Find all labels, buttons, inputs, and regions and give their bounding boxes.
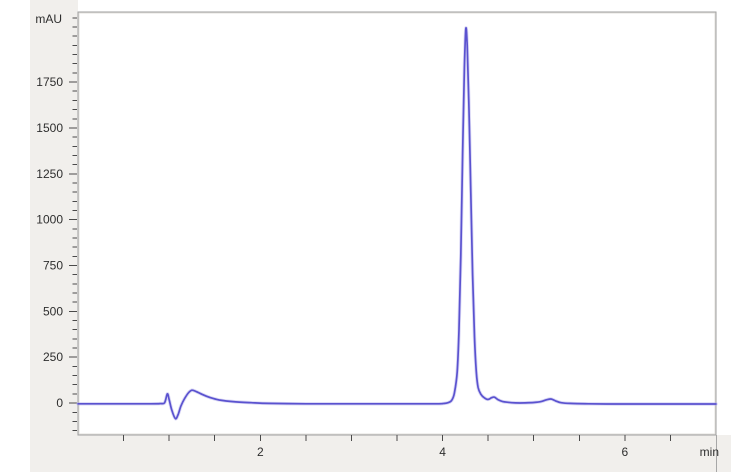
x-tick-label: 4 [439, 445, 446, 459]
y-tick-label: 250 [43, 350, 63, 364]
axis-margin-left [30, 0, 78, 472]
y-tick-label: 1250 [36, 167, 63, 181]
y-tick-label: 0 [56, 396, 63, 410]
x-axis-unit-label: min [700, 445, 719, 459]
signal-trace [77, 27, 717, 420]
axis-margin-bottom [30, 435, 731, 472]
y-axis-unit-label: mAU [35, 12, 62, 26]
y-tick-label: 750 [43, 259, 63, 273]
y-tick-label: 500 [43, 304, 63, 318]
y-tick-label: 1500 [36, 121, 63, 135]
y-tick-label: 1750 [36, 75, 63, 89]
x-axis-ticks: 2 4 6 [123, 435, 671, 459]
x-tick-label: 6 [622, 445, 629, 459]
y-tick-label: 1000 [36, 213, 63, 227]
plot-area-inner-edge [78, 12, 716, 435]
y-axis-ticks: 0 250 500 750 1000 1250 1500 1750 [36, 17, 77, 432]
x-tick-label: 2 [257, 445, 264, 459]
plot-area [77, 11, 717, 436]
